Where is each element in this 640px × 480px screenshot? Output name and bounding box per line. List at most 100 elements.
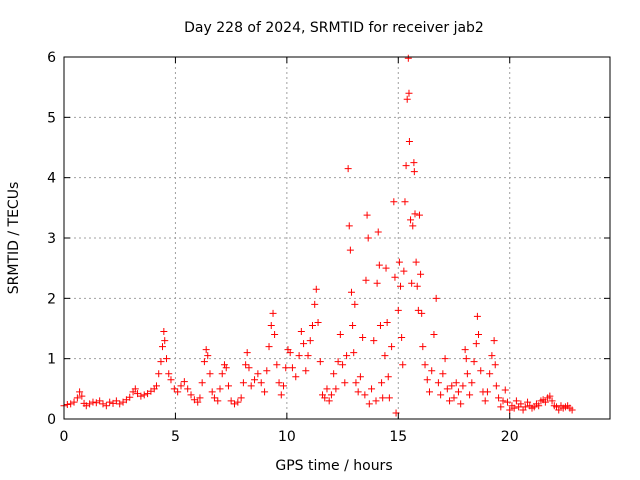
data-point <box>254 370 262 378</box>
data-point <box>372 397 380 405</box>
data-point <box>356 373 364 381</box>
data-point <box>413 282 421 290</box>
x-tick-label: 5 <box>171 429 180 445</box>
data-point <box>362 276 370 284</box>
data-point <box>180 378 188 386</box>
data-point <box>245 364 253 372</box>
data-point <box>454 388 462 396</box>
data-point <box>167 376 175 384</box>
y-tick-label: 6 <box>47 50 56 66</box>
data-point <box>459 382 467 390</box>
data-point <box>159 343 167 351</box>
data-point <box>243 349 251 357</box>
data-point <box>501 386 509 394</box>
data-point <box>112 397 120 405</box>
data-point <box>73 394 81 402</box>
data-point <box>302 367 310 375</box>
data-point <box>334 358 342 366</box>
data-point <box>363 211 371 219</box>
data-point <box>398 334 406 342</box>
data-point <box>308 321 316 329</box>
data-point <box>374 228 382 236</box>
data-point <box>311 300 319 308</box>
grid-lines <box>64 57 610 419</box>
data-point <box>174 388 182 396</box>
data-point <box>382 264 390 272</box>
data-point <box>486 370 494 378</box>
data-point <box>86 400 94 408</box>
data-point <box>364 234 372 242</box>
data-point <box>462 355 470 363</box>
data-point <box>314 318 322 326</box>
data-point <box>405 89 413 97</box>
data-points <box>60 54 576 417</box>
data-point <box>202 346 210 354</box>
data-point <box>379 394 387 402</box>
data-point <box>206 370 214 378</box>
data-point <box>263 367 271 375</box>
data-point <box>282 364 290 372</box>
data-point <box>475 331 483 339</box>
data-point <box>405 137 413 145</box>
data-point <box>99 400 107 408</box>
data-point <box>214 397 222 405</box>
data-point <box>417 270 425 278</box>
data-point <box>261 388 269 396</box>
y-tick-label: 1 <box>47 352 56 368</box>
data-point <box>257 379 265 387</box>
data-point <box>349 321 357 329</box>
data-point <box>304 352 312 360</box>
data-point <box>428 367 436 375</box>
data-point <box>470 358 478 366</box>
data-point <box>306 337 314 345</box>
data-point <box>321 394 329 402</box>
data-point <box>411 210 419 218</box>
data-point <box>491 361 499 369</box>
data-point <box>497 403 505 411</box>
data-point <box>395 258 403 266</box>
data-point <box>361 391 369 399</box>
data-point <box>350 349 358 357</box>
x-tick-label: 0 <box>60 429 69 445</box>
data-point <box>524 398 532 406</box>
data-point <box>488 352 496 360</box>
y-tick-label: 5 <box>47 110 56 126</box>
data-point <box>402 162 410 170</box>
data-point <box>394 306 402 314</box>
y-tick-label: 2 <box>47 291 56 307</box>
y-tick-label: 4 <box>47 171 56 187</box>
data-point <box>499 397 507 405</box>
data-point <box>210 394 218 402</box>
data-point <box>341 379 349 387</box>
data-point <box>473 312 481 320</box>
data-point <box>160 328 168 336</box>
data-point <box>198 379 206 387</box>
data-point <box>423 376 431 384</box>
y-axis-label: SRMTID / TECUs <box>6 182 22 295</box>
data-point <box>490 337 498 345</box>
data-point <box>332 385 340 393</box>
data-point <box>116 400 124 408</box>
data-point <box>76 388 84 396</box>
data-point <box>410 159 418 167</box>
data-point <box>297 328 305 336</box>
data-point <box>390 198 398 206</box>
data-point <box>222 364 230 372</box>
data-point <box>96 397 104 405</box>
data-point <box>432 294 440 302</box>
x-tick-label: 10 <box>278 429 296 445</box>
data-point <box>63 401 71 409</box>
data-point <box>339 361 347 369</box>
data-point <box>300 340 308 348</box>
x-axis-ticks: 0 5 10 15 20 <box>60 57 519 445</box>
data-point <box>510 404 518 412</box>
data-point <box>521 403 529 411</box>
data-point <box>194 398 202 406</box>
data-point <box>82 402 90 410</box>
data-point <box>535 402 543 410</box>
data-point <box>463 370 471 378</box>
data-point <box>336 331 344 339</box>
data-point <box>184 385 192 393</box>
data-point <box>555 406 563 414</box>
